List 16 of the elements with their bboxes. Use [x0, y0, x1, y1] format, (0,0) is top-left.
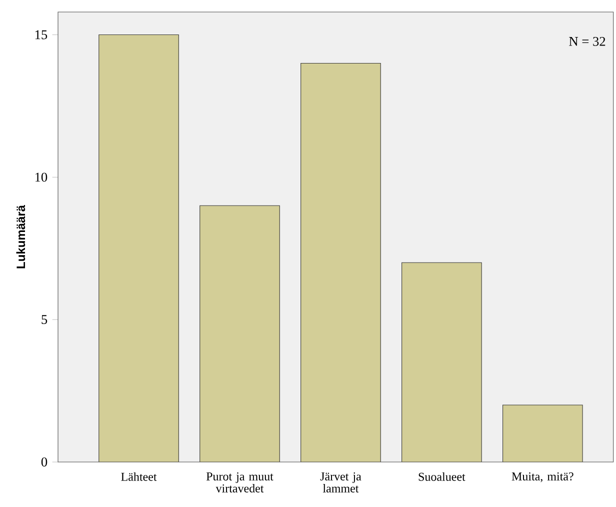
y-tick-label: 5	[42, 315, 48, 324]
bar	[402, 262, 482, 462]
x-tick-label: Suoalueet	[418, 472, 466, 481]
bar	[300, 62, 381, 462]
y-tick-label: 10	[35, 172, 48, 182]
x-tick-label: Purot ja muut virtavedet	[206, 472, 274, 492]
x-tick-label: Muita, mitä?	[512, 472, 574, 482]
bar	[98, 34, 179, 462]
y-tick-label: 0	[41, 458, 48, 466]
bar	[502, 404, 583, 462]
bar	[200, 205, 280, 462]
y-tick-label: 15	[35, 30, 48, 40]
x-tick-label: Lähteet	[121, 472, 157, 481]
x-tick-label: Järvet ja lammet	[320, 472, 362, 492]
annotation: N = 32	[569, 36, 606, 46]
y-axis-title: Lukumäärä	[16, 204, 26, 268]
